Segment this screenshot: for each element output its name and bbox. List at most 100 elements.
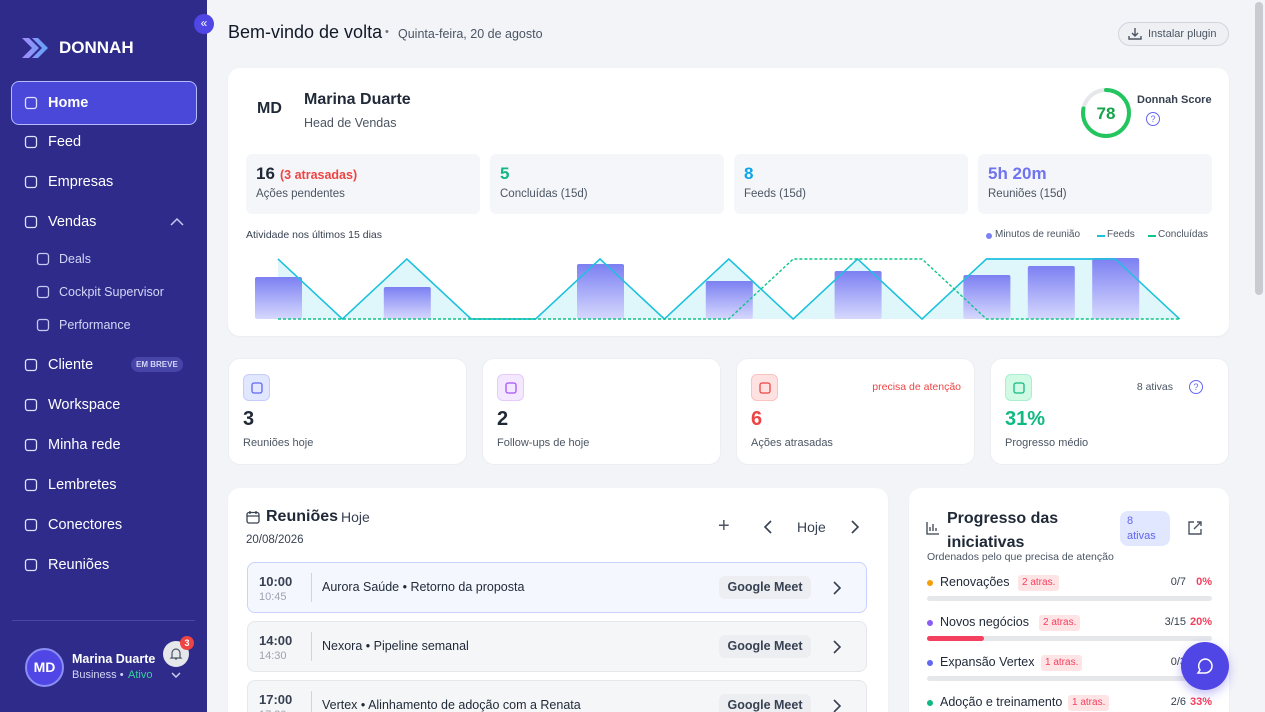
- page-title: Bem-vindo de volta: [228, 22, 383, 42]
- meetings-date: 20/08/2026: [246, 534, 304, 546]
- stat-label: Reuniões (15d): [988, 188, 1067, 200]
- meeting-row[interactable]: [247, 621, 867, 672]
- bar: [1027, 266, 1075, 319]
- user-name: Marina Duarte: [72, 652, 156, 666]
- nav-subitem[interactable]: Performance: [59, 318, 131, 332]
- score-arc: [1081, 88, 1131, 138]
- nav-icon: [24, 135, 38, 149]
- profile-initials: MD: [257, 100, 282, 117]
- user-status: Ativo: [128, 669, 153, 681]
- nav-item[interactable]: Reuniões: [48, 557, 110, 573]
- meeting-start: 10:00: [259, 574, 293, 589]
- stat-label: Ações pendentes: [256, 188, 345, 200]
- kpi-glyph: [1013, 382, 1025, 394]
- profile-name: Marina Duarte: [304, 91, 411, 108]
- meeting-title: Vertex • Alinhamento de adoção com a Ren…: [322, 698, 581, 712]
- icon-shape: [24, 438, 38, 452]
- legend-label: Concluídas: [1158, 229, 1209, 240]
- kpi-note: precisa de atenção: [872, 381, 961, 393]
- nav-item[interactable]: Home: [48, 95, 89, 111]
- legend-marker: [1097, 235, 1105, 237]
- platform-pill: Google Meet: [719, 694, 811, 712]
- chevron: [171, 672, 181, 678]
- bell: [169, 648, 183, 660]
- soon-badge: EM BREVE: [131, 357, 183, 372]
- bar: [577, 264, 624, 319]
- nav-item[interactable]: Lembretes: [48, 477, 117, 493]
- stat-value: 16: [256, 164, 275, 183]
- nav-subitem[interactable]: Deals: [59, 252, 91, 266]
- chevron: [833, 581, 842, 595]
- kpi-glyph: [251, 382, 263, 394]
- scrollbar: [1255, 2, 1263, 295]
- icon-shape: [36, 318, 50, 332]
- prev-button[interactable]: [762, 520, 774, 534]
- open-icon[interactable]: [1187, 520, 1203, 536]
- install-plugin-button[interactable]: Instalar plugin: [1118, 22, 1229, 46]
- user-chevron: [171, 672, 181, 678]
- bell-icon: [169, 648, 183, 660]
- chat-button[interactable]: [1181, 642, 1229, 690]
- nav-item[interactable]: Empresas: [48, 174, 114, 190]
- bar: [1092, 258, 1140, 319]
- stat-label: Concluídas (15d): [500, 188, 588, 200]
- chevron: [833, 699, 842, 712]
- initiative-name: Adoção e treinamento: [940, 695, 1063, 709]
- notification-badge: 3: [180, 636, 194, 650]
- kpi-label: Reuniões hoje: [243, 437, 314, 449]
- kpi-label: Progresso médio: [1005, 437, 1089, 449]
- nav-icon: [24, 215, 38, 229]
- row-chevron: [833, 581, 842, 595]
- kpi-value: 3: [243, 408, 255, 430]
- nav-item[interactable]: Conectores: [48, 517, 123, 533]
- icon-shape: [24, 175, 38, 189]
- nav-item[interactable]: Minha rede: [48, 437, 121, 453]
- help-icon[interactable]: ?: [1146, 112, 1160, 126]
- separator: •: [385, 26, 389, 38]
- initiative-pct: 33%: [1189, 696, 1212, 708]
- progress-bar: [927, 636, 1212, 641]
- today-button[interactable]: Hoje: [797, 519, 826, 535]
- nav-icon: [36, 318, 50, 332]
- divider: [12, 620, 195, 621]
- help-icon[interactable]: ?: [1189, 380, 1203, 394]
- glyph: [1013, 382, 1025, 394]
- profile-role: Head de Vendas: [304, 116, 397, 130]
- next-button[interactable]: [849, 520, 861, 534]
- icon-shape: [36, 252, 50, 266]
- active-highlight: [11, 81, 197, 125]
- stat-box: [246, 154, 480, 214]
- stat-value: 5: [500, 164, 510, 183]
- row-chevron: [833, 699, 842, 712]
- initiative-count: 2/6: [1170, 696, 1186, 708]
- download-icon: [1128, 28, 1142, 40]
- platform-pill: Google Meet: [719, 635, 811, 658]
- late-pill: 1 atras.: [1068, 695, 1110, 711]
- nav-subitem[interactable]: Cockpit Supervisor: [59, 285, 164, 299]
- legend-label: Minutos de reunião: [995, 229, 1081, 240]
- platform-pill: Google Meet: [719, 576, 811, 599]
- nav-item[interactable]: Workspace: [48, 397, 121, 413]
- initiative-dot: [927, 620, 933, 626]
- meeting-divider: [311, 691, 312, 712]
- nav-item[interactable]: Feed: [48, 134, 82, 150]
- initiative-dot: [927, 660, 933, 666]
- kpi-icon: [751, 374, 778, 401]
- meeting-title: Nexora • Pipeline semanal: [322, 639, 469, 653]
- add-button[interactable]: +: [718, 515, 730, 537]
- kpi-glyph: [759, 382, 771, 394]
- meeting-start: 14:00: [259, 633, 293, 648]
- kpi-icon: [1005, 374, 1032, 401]
- nav-icon: [24, 398, 38, 412]
- brand: DONNAH: [59, 38, 134, 57]
- nav-item[interactable]: Vendas: [48, 214, 97, 230]
- logo: [22, 38, 48, 58]
- nav-icon: [36, 285, 50, 299]
- nav-item[interactable]: Cliente: [48, 357, 94, 373]
- collapse-button[interactable]: «: [194, 14, 214, 34]
- chevron: [170, 217, 184, 226]
- progress-bar: [927, 676, 1212, 681]
- user-plan: Business •: [72, 669, 124, 681]
- chat-glyph: [1196, 658, 1213, 674]
- icon-shape: [36, 285, 50, 299]
